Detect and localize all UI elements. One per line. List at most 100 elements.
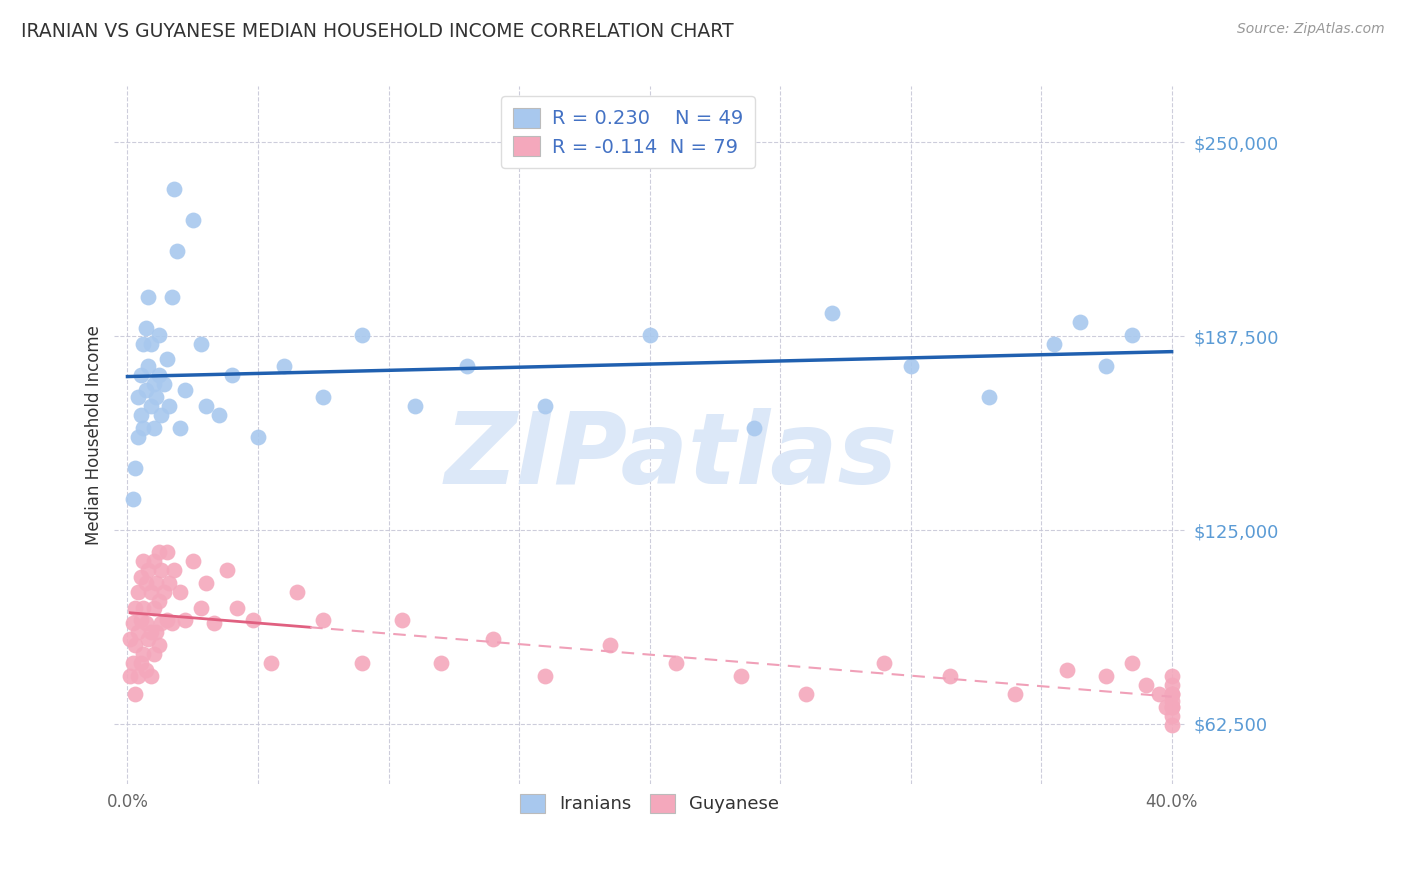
Point xyxy=(157,575,180,590)
Point xyxy=(145,625,167,640)
Point xyxy=(135,384,157,398)
Point xyxy=(160,616,183,631)
Point xyxy=(273,359,295,373)
Point xyxy=(121,657,143,671)
Point xyxy=(121,491,143,506)
Point xyxy=(1135,678,1157,692)
Point xyxy=(148,638,170,652)
Legend: Iranians, Guyanese: Iranians, Guyanese xyxy=(509,783,790,824)
Point xyxy=(190,337,212,351)
Point xyxy=(821,306,844,320)
Point xyxy=(429,657,451,671)
Point xyxy=(202,616,225,631)
Point xyxy=(190,600,212,615)
Point xyxy=(135,616,157,631)
Point xyxy=(138,563,160,577)
Point xyxy=(139,399,162,413)
Point xyxy=(129,409,152,423)
Point xyxy=(148,594,170,608)
Text: IRANIAN VS GUYANESE MEDIAN HOUSEHOLD INCOME CORRELATION CHART: IRANIAN VS GUYANESE MEDIAN HOUSEHOLD INC… xyxy=(21,22,734,41)
Point xyxy=(1121,327,1143,342)
Point xyxy=(139,585,162,599)
Point xyxy=(665,657,688,671)
Point xyxy=(124,638,146,652)
Point xyxy=(150,563,173,577)
Point xyxy=(599,638,621,652)
Point xyxy=(132,554,155,568)
Point xyxy=(120,669,142,683)
Point xyxy=(150,409,173,423)
Point xyxy=(153,585,176,599)
Point xyxy=(138,290,160,304)
Point xyxy=(534,399,557,413)
Point xyxy=(163,563,186,577)
Point xyxy=(138,359,160,373)
Point xyxy=(208,409,231,423)
Point xyxy=(142,600,165,615)
Point xyxy=(181,554,204,568)
Point xyxy=(246,430,269,444)
Point xyxy=(1160,669,1182,683)
Point xyxy=(132,600,155,615)
Point xyxy=(1160,709,1182,723)
Point xyxy=(1160,688,1182,702)
Point xyxy=(142,377,165,392)
Point xyxy=(127,669,149,683)
Point xyxy=(638,327,661,342)
Point xyxy=(938,669,960,683)
Text: ZIPatlas: ZIPatlas xyxy=(444,408,897,505)
Point xyxy=(456,359,478,373)
Point xyxy=(148,545,170,559)
Point xyxy=(352,657,374,671)
Point xyxy=(127,390,149,404)
Point xyxy=(221,368,243,382)
Point xyxy=(1160,699,1182,714)
Point xyxy=(1095,359,1118,373)
Point xyxy=(1069,315,1091,329)
Point xyxy=(215,563,238,577)
Point xyxy=(139,625,162,640)
Point xyxy=(145,575,167,590)
Point xyxy=(226,600,249,615)
Point xyxy=(742,420,765,434)
Point xyxy=(1156,699,1178,714)
Point xyxy=(194,575,217,590)
Point xyxy=(312,613,335,627)
Point xyxy=(730,669,752,683)
Point xyxy=(482,632,505,646)
Point xyxy=(132,647,155,661)
Point xyxy=(169,420,191,434)
Point xyxy=(1160,718,1182,732)
Point xyxy=(145,390,167,404)
Point xyxy=(139,669,162,683)
Point xyxy=(153,377,176,392)
Point xyxy=(127,625,149,640)
Point xyxy=(124,461,146,475)
Point xyxy=(242,613,264,627)
Point xyxy=(1147,688,1170,702)
Point xyxy=(1160,688,1182,702)
Point xyxy=(166,244,188,258)
Point xyxy=(163,182,186,196)
Point xyxy=(135,663,157,677)
Point xyxy=(157,399,180,413)
Point xyxy=(132,420,155,434)
Point xyxy=(129,657,152,671)
Point xyxy=(1160,699,1182,714)
Point xyxy=(121,616,143,631)
Point xyxy=(138,632,160,646)
Point xyxy=(873,657,896,671)
Point xyxy=(1121,657,1143,671)
Point xyxy=(1056,663,1078,677)
Point xyxy=(132,337,155,351)
Point xyxy=(194,399,217,413)
Point xyxy=(142,647,165,661)
Point xyxy=(285,585,308,599)
Point xyxy=(148,368,170,382)
Point xyxy=(135,321,157,335)
Point xyxy=(900,359,922,373)
Point xyxy=(977,390,1000,404)
Point xyxy=(794,688,817,702)
Point xyxy=(139,337,162,351)
Point xyxy=(169,585,191,599)
